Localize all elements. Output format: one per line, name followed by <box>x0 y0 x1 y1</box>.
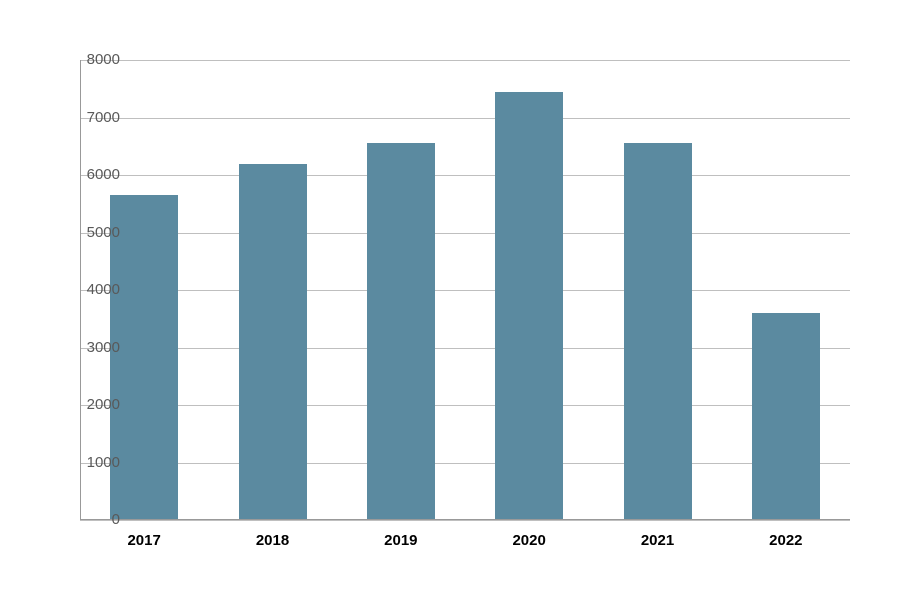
x-tick-label: 2022 <box>726 532 846 549</box>
x-tick-label: 2018 <box>213 532 333 549</box>
gridline <box>80 520 850 521</box>
y-tick-label: 0 <box>60 511 120 528</box>
x-tick-label: 2019 <box>341 532 461 549</box>
bar <box>495 92 563 520</box>
y-tick-label: 7000 <box>60 109 120 126</box>
bar <box>239 164 307 521</box>
x-axis <box>80 519 850 520</box>
y-tick-label: 4000 <box>60 281 120 298</box>
bar <box>752 313 820 520</box>
bars-group <box>80 60 850 520</box>
bar <box>624 143 692 520</box>
x-tick-label: 2021 <box>598 532 718 549</box>
y-tick-label: 1000 <box>60 454 120 471</box>
x-tick-label: 2020 <box>469 532 589 549</box>
y-tick-label: 2000 <box>60 396 120 413</box>
y-tick-label: 8000 <box>60 51 120 68</box>
y-tick-label: 5000 <box>60 224 120 241</box>
y-tick-label: 3000 <box>60 339 120 356</box>
bar <box>367 143 435 520</box>
bar-chart <box>80 60 850 520</box>
x-tick-label: 2017 <box>84 532 204 549</box>
bar <box>110 195 178 520</box>
y-tick-label: 6000 <box>60 166 120 183</box>
plot-area <box>80 60 850 520</box>
